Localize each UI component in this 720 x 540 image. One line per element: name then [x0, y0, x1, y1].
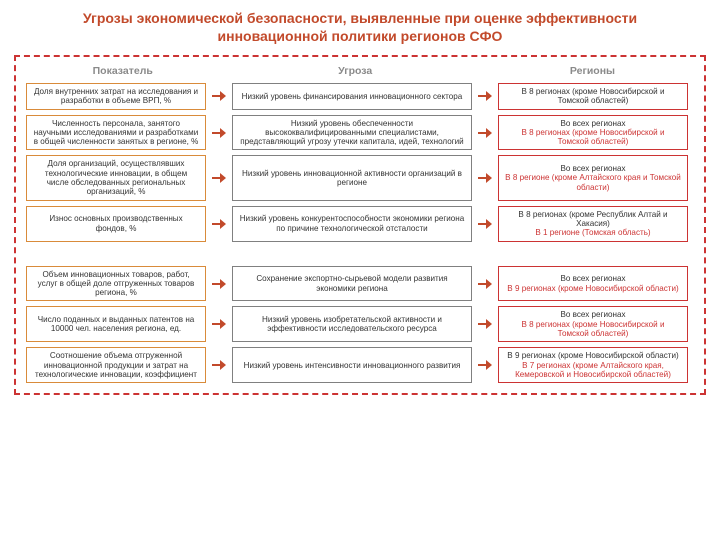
indicator-cell: Число поданных и выданных патентов на 10… [26, 306, 206, 342]
region-cell: Во всех регионахВ 8 регионах (кроме Ново… [498, 306, 688, 342]
indicator-cell: Численность персонала, занятого научными… [26, 115, 206, 151]
arrow-icon [212, 83, 226, 110]
region-cell: Во всех регионахВ 8 регионах (кроме Ново… [498, 115, 688, 151]
table-row: Износ основных производственных фондов, … [26, 206, 694, 242]
region-cell: В 9 регионах (кроме Новосибирской област… [498, 347, 688, 383]
region-line: В 7 регионах (кроме Алтайского края, Кем… [505, 361, 681, 380]
indicator-cell: Объем инновационных товаров, работ, услу… [26, 266, 206, 302]
table-row: Доля организаций, осуществлявших техноло… [26, 155, 694, 200]
region-line: В 8 регионах (кроме Новосибирской и Томс… [505, 320, 681, 339]
region-cell: В 8 регионах (кроме Новосибирской и Томс… [498, 83, 688, 110]
rows-container: Доля внутренних затрат на исследования и… [26, 83, 694, 383]
region-cell: Во всех регионахВ 8 регионе (кроме Алтай… [498, 155, 688, 200]
threat-cell: Низкий уровень финансирования инновацион… [232, 83, 472, 110]
arrow-icon [478, 266, 492, 302]
content-frame: Показатель Угроза Регионы Доля внутренни… [14, 55, 706, 395]
region-line: Во всех регионах [560, 119, 625, 128]
threat-cell: Низкий уровень инновационной активности … [232, 155, 472, 200]
region-line: В 9 регионах (кроме Новосибирской област… [507, 284, 678, 293]
region-line: В 8 регионе (кроме Алтайского края и Том… [505, 173, 681, 192]
column-headers: Показатель Угроза Регионы [26, 65, 694, 77]
region-cell: В 8 регионах (кроме Республик Алтай и Ха… [498, 206, 688, 242]
arrow-icon [478, 206, 492, 242]
header-threat: Угроза [229, 65, 480, 77]
table-row: Соотношение объема отгруженной инновацио… [26, 347, 694, 383]
arrow-icon [212, 206, 226, 242]
threat-cell: Низкий уровень изобретательской активнос… [232, 306, 472, 342]
group-gap [26, 247, 694, 261]
threat-cell: Сохранение экспортно-сырьевой модели раз… [232, 266, 472, 302]
arrow-icon [478, 155, 492, 200]
region-cell: Во всех регионахВ 9 регионах (кроме Ново… [498, 266, 688, 302]
arrow-icon [478, 347, 492, 383]
threat-cell: Низкий уровень конкурентоспособности эко… [232, 206, 472, 242]
region-line: В 8 регионах (кроме Республик Алтай и Ха… [505, 210, 681, 229]
arrow-icon [212, 306, 226, 342]
table-row: Объем инновационных товаров, работ, услу… [26, 266, 694, 302]
indicator-cell: Износ основных производственных фондов, … [26, 206, 206, 242]
threat-cell: Низкий уровень интенсивности инновационн… [232, 347, 472, 383]
region-line: В 1 регионе (Томская область) [535, 228, 650, 237]
region-line: В 8 регионах (кроме Новосибирской и Томс… [505, 128, 681, 147]
region-line: Во всех регионах [560, 274, 625, 283]
arrow-icon [478, 306, 492, 342]
threat-cell: Низкий уровень обеспеченности высококвал… [232, 115, 472, 151]
region-line: Во всех регионах [560, 164, 625, 173]
page-title: Угрозы экономической безопасности, выявл… [0, 0, 720, 51]
table-row: Доля внутренних затрат на исследования и… [26, 83, 694, 110]
table-row: Число поданных и выданных патентов на 10… [26, 306, 694, 342]
header-indicator: Показатель [26, 65, 219, 77]
arrow-icon [212, 115, 226, 151]
arrow-icon [478, 115, 492, 151]
header-region: Регионы [491, 65, 694, 77]
arrow-icon [212, 347, 226, 383]
indicator-cell: Доля организаций, осуществлявших техноло… [26, 155, 206, 200]
region-line: В 8 регионах (кроме Новосибирской и Томс… [505, 87, 681, 106]
table-row: Численность персонала, занятого научными… [26, 115, 694, 151]
indicator-cell: Доля внутренних затрат на исследования и… [26, 83, 206, 110]
indicator-cell: Соотношение объема отгруженной инновацио… [26, 347, 206, 383]
arrow-icon [212, 266, 226, 302]
region-line: В 9 регионах (кроме Новосибирской област… [507, 351, 678, 360]
arrow-icon [478, 83, 492, 110]
region-line: Во всех регионах [560, 310, 625, 319]
arrow-icon [212, 155, 226, 200]
